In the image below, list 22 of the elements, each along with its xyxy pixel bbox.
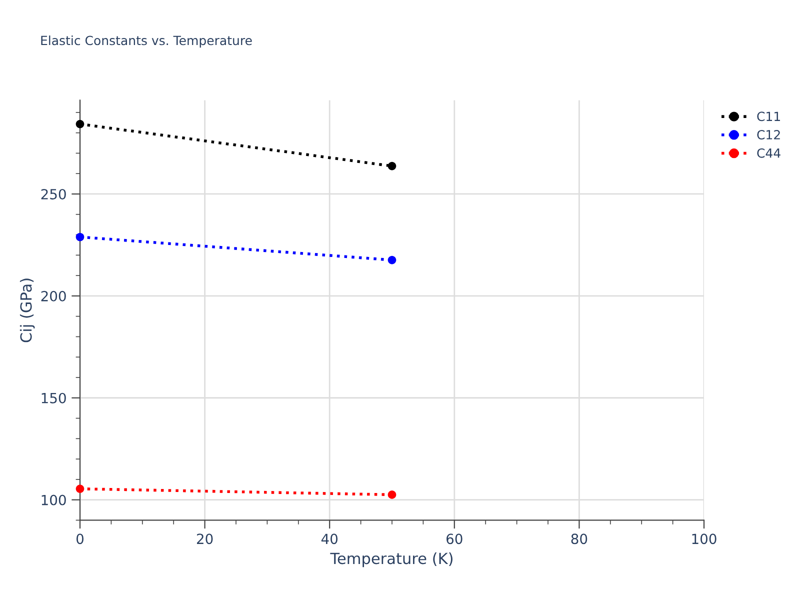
point [76,232,84,242]
point [76,484,84,493]
x-tick-label: 40 [321,534,338,544]
x-tick-label: 0 [76,534,84,544]
x-tick-label: 80 [571,534,588,544]
point [388,162,396,170]
legend-label: C11 [757,112,780,122]
point [388,256,396,264]
legend-label: C44 [757,148,780,158]
x-axis-title: Temperature (K) [330,552,452,568]
x-tick-label: 20 [196,534,213,544]
y-tick-label: 200 [41,290,66,302]
x-tick-label: 60 [446,534,462,544]
chart-title: Elastic Constants vs. Temperature [41,36,252,48]
y-tick-label: 150 [42,392,66,404]
legend-label: C12 [757,130,780,140]
point [388,490,396,499]
x-tick-label: 100 [692,534,716,544]
y-axis-title: Cij (GPa) [20,278,35,342]
point [76,120,84,128]
y-tick-label: 250 [41,188,66,200]
y-tick-label: 100 [42,494,66,506]
